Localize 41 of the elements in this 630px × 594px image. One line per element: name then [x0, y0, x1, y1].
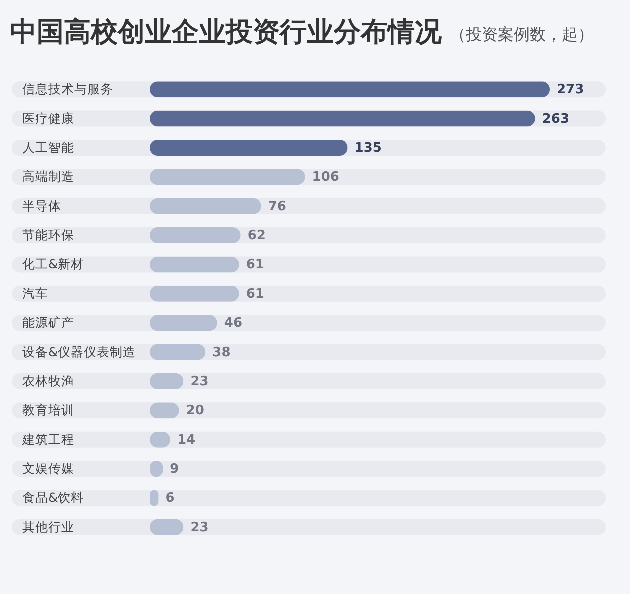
bar	[150, 286, 240, 302]
chart-title: 中国高校创业企业投资行业分布情况	[10, 17, 443, 48]
data-label: 106	[312, 170, 340, 186]
y-tick-label: 农林牧渔	[22, 373, 74, 388]
data-label: 62	[248, 228, 266, 244]
data-label: 14	[178, 432, 196, 448]
y-tick-label: 其他行业	[22, 519, 74, 534]
y-tick-label: 汽车	[22, 286, 48, 301]
data-label: 263	[542, 112, 570, 127]
data-label: 76	[268, 199, 286, 214]
y-tick-label: 化工&新材	[22, 256, 84, 272]
data-label: 46	[224, 316, 242, 332]
bar	[150, 228, 241, 244]
chart-subtitle: （投资案例数，起）	[450, 25, 594, 44]
y-tick-label: 教育培训	[22, 402, 74, 418]
data-label: 23	[190, 374, 209, 390]
bar	[150, 198, 262, 214]
bar	[150, 256, 240, 273]
data-label: 61	[246, 286, 264, 302]
data-label: 273	[557, 82, 584, 98]
bar	[150, 315, 218, 332]
y-tick-label: 高端制造	[22, 169, 74, 184]
y-tick-label: 节能环保	[22, 228, 74, 243]
y-tick-label: 半导体	[22, 198, 62, 214]
data-label: 61	[246, 258, 264, 273]
data-label: 6	[166, 491, 175, 506]
y-tick-label: 建筑工程	[22, 432, 74, 447]
y-tick-label: 能源矿产	[22, 315, 74, 330]
data-label: 135	[354, 140, 382, 156]
data-label: 23	[190, 520, 209, 536]
y-tick-label: 信息技术与服务	[22, 82, 114, 97]
data-label: 9	[170, 462, 180, 478]
y-tick-label: 人工智能	[22, 140, 74, 155]
y-tick-label: 食品&饮料	[22, 490, 84, 506]
y-tick-label: 医疗健康	[22, 110, 74, 126]
y-tick-label: 文娱传媒	[22, 461, 74, 476]
data-label: 38	[212, 345, 231, 360]
bar	[150, 169, 306, 186]
data-label: 20	[186, 404, 204, 419]
y-tick-label: 设备&仪器仪表制造	[22, 344, 136, 360]
bar	[150, 344, 206, 360]
